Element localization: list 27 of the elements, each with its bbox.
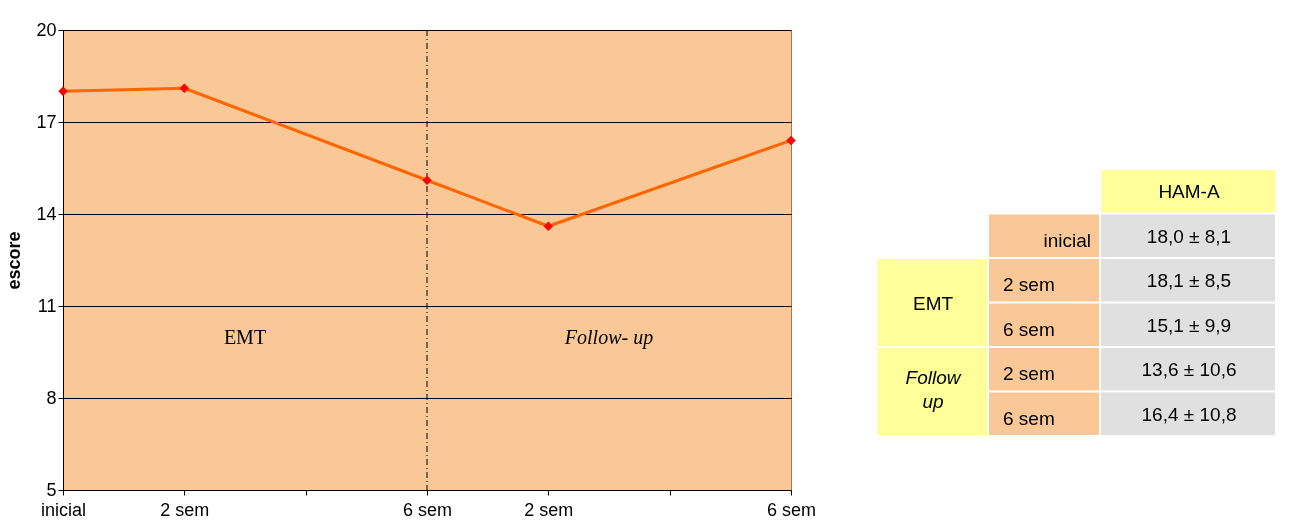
y-tick-label: 8: [46, 387, 57, 408]
text: Follow up: [905, 366, 962, 412]
annotation: Follow- up: [563, 326, 654, 350]
x-tick-label: inicial: [40, 499, 87, 520]
text: 16,4 ± 10,8: [1141, 403, 1237, 425]
x-tick-label: 2 sem: [160, 499, 210, 520]
y-axis-title: escore: [4, 231, 25, 290]
y-tick-label: 5: [46, 479, 57, 500]
x-tick-label: 6 sem: [402, 499, 453, 520]
text: 15,1 ± 9,9: [1146, 314, 1232, 336]
text: 18,1 ± 8,5: [1146, 270, 1232, 292]
text: HAM-A: [1158, 181, 1220, 203]
y-tick-label: 14: [36, 203, 57, 224]
category-label: 2 sem: [1003, 363, 1055, 385]
y-tick-label: 11: [37, 295, 57, 316]
y-tick-label: 17: [36, 111, 57, 132]
category-label: inicial: [1043, 229, 1091, 251]
text: EMT: [912, 292, 954, 314]
text: 6 sem: [1003, 318, 1055, 340]
x-tick-label: 2 sem: [524, 499, 574, 520]
category-label: 2 sem: [1003, 274, 1055, 296]
x-tick-label: 6 sem: [766, 499, 817, 520]
annotation: EMT: [223, 326, 267, 349]
text: 18,0 ± 8,1: [1146, 225, 1232, 247]
text: 13,6 ± 10,6: [1141, 359, 1237, 381]
y-tick-label: 20: [36, 19, 57, 40]
category-label: 6 sem: [1003, 407, 1055, 429]
